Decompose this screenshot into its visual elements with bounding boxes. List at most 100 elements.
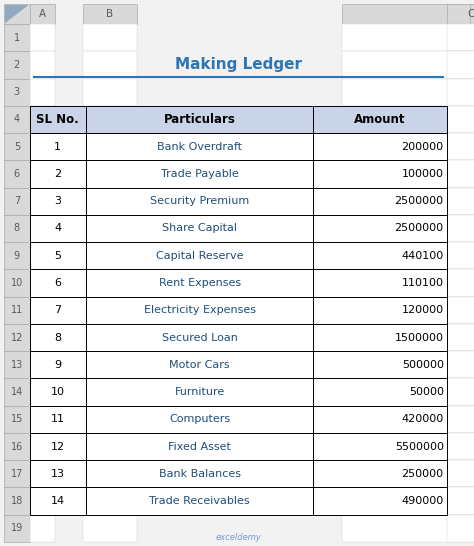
Bar	[342, 433, 474, 460]
Bar	[447, 24, 474, 51]
Bar	[470, 4, 474, 24]
Text: Bank Overdraft: Bank Overdraft	[157, 141, 242, 152]
Text: 1500000: 1500000	[395, 333, 444, 342]
Bar	[83, 433, 137, 460]
Text: 18: 18	[11, 496, 23, 506]
Bar	[313, 406, 447, 433]
Bar	[30, 188, 86, 215]
Bar	[30, 51, 55, 79]
Text: Secured Loan: Secured Loan	[162, 333, 237, 342]
Bar	[447, 351, 474, 378]
Text: 120000: 120000	[401, 305, 444, 315]
Bar	[313, 378, 447, 406]
Bar	[83, 488, 137, 515]
Bar	[30, 215, 86, 242]
Bar	[313, 106, 447, 133]
Text: 11: 11	[11, 305, 23, 315]
Bar	[83, 4, 137, 24]
Bar	[447, 433, 474, 460]
Bar	[342, 351, 474, 378]
Text: Motor Cars: Motor Cars	[169, 360, 230, 370]
Text: Security Premium: Security Premium	[150, 196, 249, 206]
Text: SL No.: SL No.	[36, 113, 79, 126]
Bar	[30, 378, 55, 406]
Bar	[83, 242, 137, 269]
Bar	[313, 188, 447, 215]
Bar	[86, 133, 313, 161]
Text: 5500000: 5500000	[395, 442, 444, 452]
Bar	[86, 296, 313, 324]
Text: Bank Balances: Bank Balances	[159, 469, 241, 479]
Bar	[4, 4, 30, 24]
Bar	[342, 133, 474, 161]
Bar	[4, 433, 30, 460]
Bar	[4, 242, 30, 269]
Bar	[30, 433, 55, 460]
Bar	[83, 406, 137, 433]
Text: 14: 14	[51, 496, 65, 506]
Text: 17: 17	[10, 469, 23, 479]
Text: 5: 5	[55, 251, 61, 261]
Text: 50000: 50000	[409, 387, 444, 397]
Text: 16: 16	[11, 442, 23, 452]
Bar	[83, 269, 137, 296]
Bar	[86, 488, 313, 515]
Bar	[83, 133, 137, 161]
Bar	[30, 460, 86, 488]
Bar	[447, 515, 474, 542]
Bar	[30, 488, 55, 515]
Bar	[30, 378, 86, 406]
Bar	[447, 51, 474, 79]
Bar	[30, 351, 86, 378]
Text: 9: 9	[14, 251, 20, 261]
Bar	[447, 460, 474, 488]
Text: Trade Payable: Trade Payable	[161, 169, 238, 179]
Text: 4: 4	[14, 115, 20, 124]
Bar	[86, 161, 313, 188]
Text: Making Ledger: Making Ledger	[174, 57, 301, 73]
Text: 490000: 490000	[401, 496, 444, 506]
Bar	[30, 406, 86, 433]
Bar	[4, 296, 30, 324]
Bar	[342, 269, 474, 296]
Bar	[30, 488, 86, 515]
Text: 2500000: 2500000	[394, 196, 444, 206]
Bar	[313, 488, 447, 515]
Text: Fixed Asset: Fixed Asset	[168, 442, 231, 452]
Bar	[447, 406, 474, 433]
Bar	[30, 161, 55, 188]
Text: Share Capital: Share Capital	[162, 223, 237, 234]
Bar	[342, 161, 474, 188]
Bar	[4, 406, 30, 433]
Bar	[4, 133, 30, 161]
Text: 440100: 440100	[401, 251, 444, 261]
Bar	[447, 269, 474, 296]
Bar	[86, 215, 313, 242]
Bar	[30, 460, 55, 488]
Text: 12: 12	[51, 442, 65, 452]
Bar	[30, 24, 55, 51]
Bar	[83, 188, 137, 215]
Text: 10: 10	[51, 387, 65, 397]
Bar	[83, 515, 137, 542]
Text: 2500000: 2500000	[394, 223, 444, 234]
Bar	[86, 324, 313, 351]
Bar	[83, 324, 137, 351]
Text: 8: 8	[54, 333, 61, 342]
Text: exceldemy: exceldemy	[215, 533, 261, 542]
Bar	[30, 324, 86, 351]
Bar	[4, 79, 30, 106]
Text: 19: 19	[11, 524, 23, 533]
Bar	[4, 106, 30, 133]
Text: 200000: 200000	[401, 141, 444, 152]
Bar	[86, 106, 313, 133]
Text: Rent Expenses: Rent Expenses	[158, 278, 241, 288]
Text: 6: 6	[14, 169, 20, 179]
Bar	[30, 296, 55, 324]
Text: 4: 4	[54, 223, 61, 234]
Bar	[447, 79, 474, 106]
Bar	[4, 215, 30, 242]
Bar	[447, 106, 474, 133]
Bar	[342, 460, 474, 488]
Bar	[83, 106, 137, 133]
